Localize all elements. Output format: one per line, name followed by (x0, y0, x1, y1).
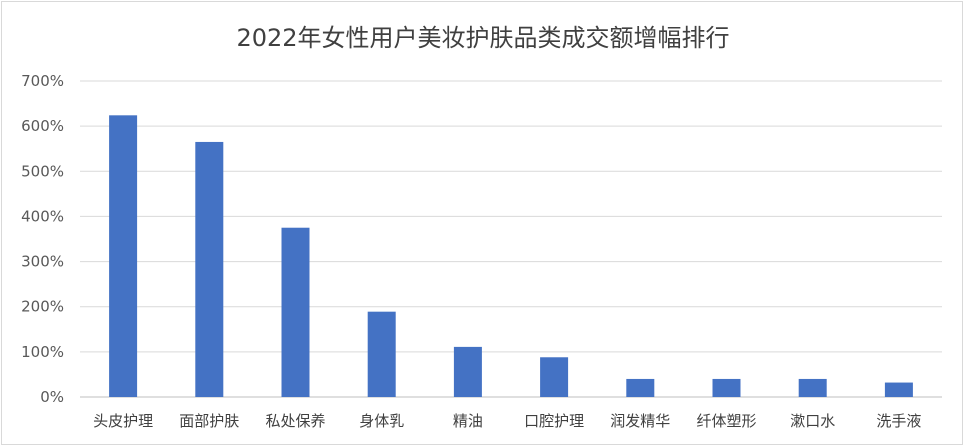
y-tick-label: 200% (21, 298, 64, 316)
y-tick-label: 700% (21, 72, 64, 90)
bar-8 (712, 378, 741, 397)
x-category-label: 润发精华 (610, 412, 670, 430)
bar-7 (626, 378, 655, 397)
bar-10 (884, 382, 913, 397)
y-tick-label: 300% (21, 253, 64, 271)
bar-2 (195, 141, 224, 397)
chart-title: 2022年女性用户美妆护肤品类成交额增幅排行 (236, 24, 730, 52)
y-tick-label: 100% (21, 343, 64, 361)
x-category-label: 漱口水 (790, 412, 835, 430)
y-tick-label: 400% (21, 207, 64, 225)
bar-4 (367, 311, 396, 397)
x-category-label: 面部护肤 (179, 412, 239, 430)
x-category-label: 口腔护理 (524, 412, 584, 430)
bar-9 (798, 378, 827, 397)
y-tick-label: 500% (21, 162, 64, 180)
y-tick-label: 600% (21, 117, 64, 135)
bar-1 (109, 115, 138, 398)
x-category-label: 精油 (453, 412, 483, 430)
bar-5 (453, 346, 482, 397)
x-category-label: 头皮护理 (93, 412, 153, 430)
x-category-label: 洗手液 (876, 412, 921, 430)
x-category-label: 纤体塑形 (696, 412, 756, 430)
x-category-label: 身体乳 (359, 412, 404, 430)
x-category-label: 私处保养 (265, 412, 325, 430)
bar-6 (540, 357, 569, 397)
bar-3 (281, 227, 310, 397)
y-tick-label: 0% (40, 388, 64, 406)
